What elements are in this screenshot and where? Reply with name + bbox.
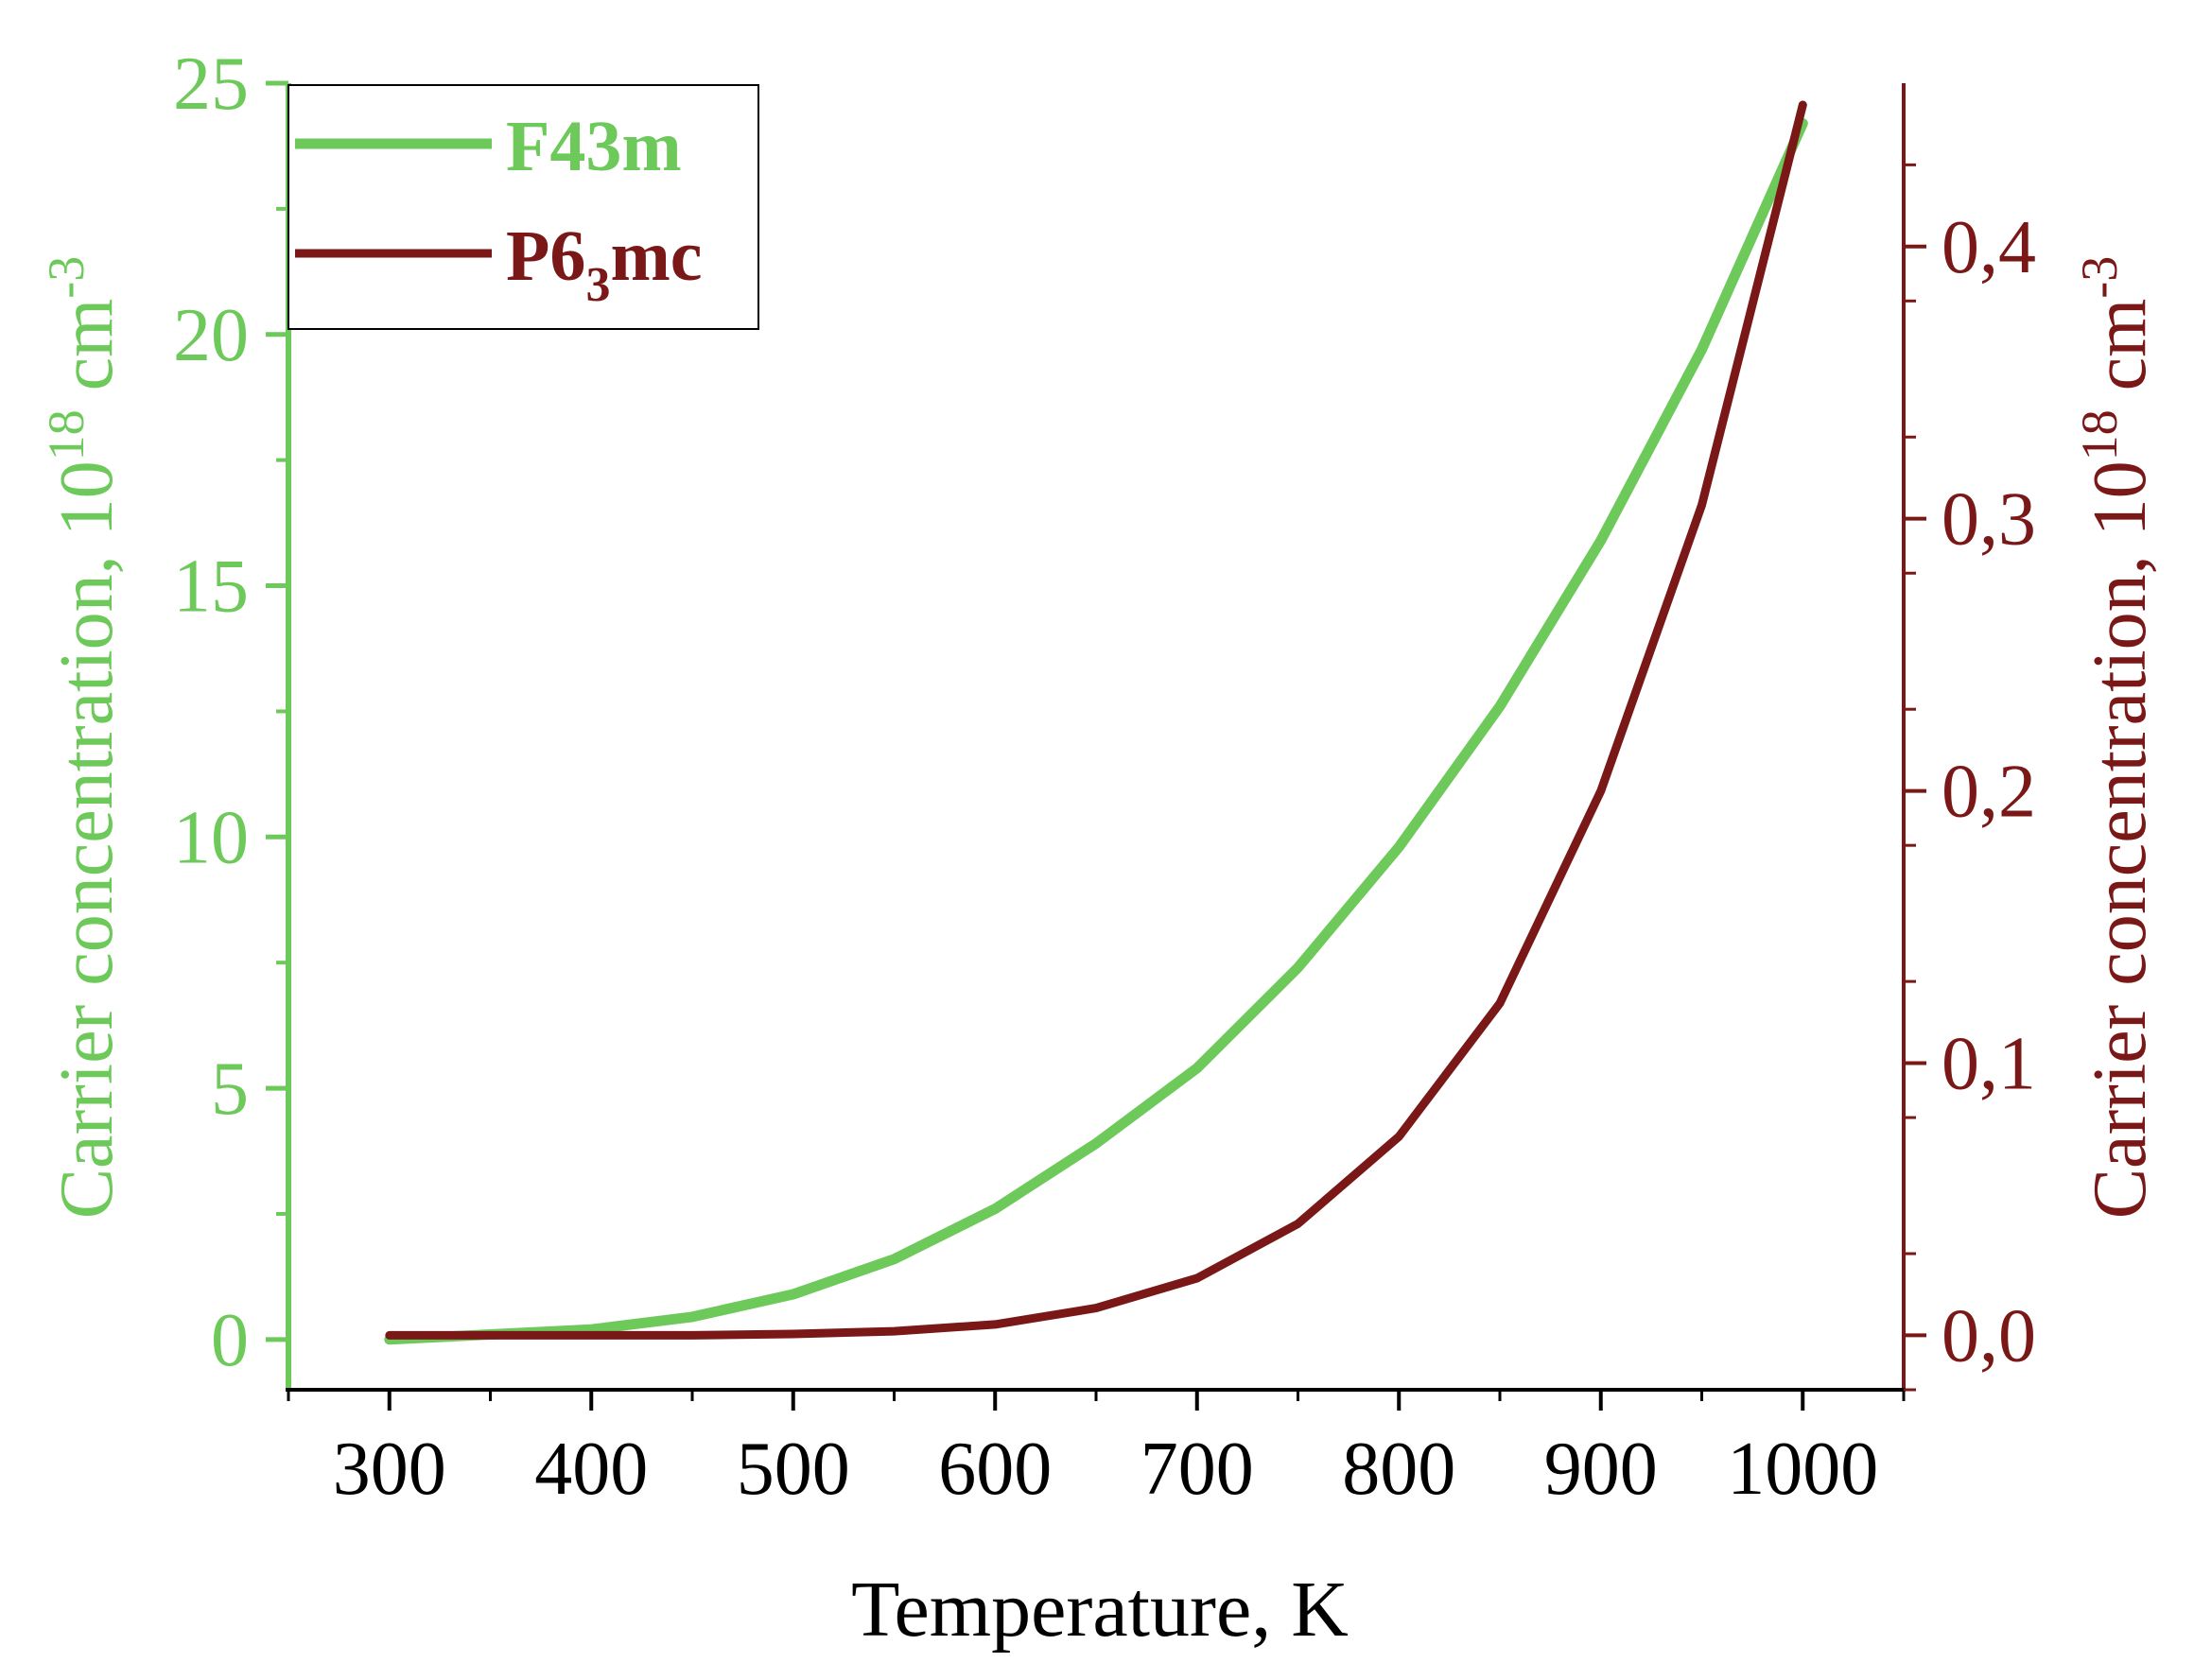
right-y-tick-label-3: 0,3 [1942,478,2036,562]
x-tick-label-400: 400 [534,1428,648,1511]
right-y-axis-ticks: 0,0 0,1 0,2 0,3 0,4 [1904,163,2036,1392]
x-tick-label-500: 500 [737,1428,850,1511]
x-tick-label-600: 600 [938,1428,1052,1511]
left-y-tick-label-25: 25 [173,43,249,126]
right-y-tick-label-4: 0,4 [1942,206,2036,289]
x-tick-label-800: 800 [1342,1428,1455,1511]
legend: F43m P63mc [287,84,759,330]
x-axis-title: Temperature, K [851,1566,1349,1654]
left-y-tick-label-5: 5 [211,1048,249,1131]
series-layer [384,100,1808,1345]
left-y-tick-label-15: 15 [173,546,249,629]
legend-box [287,84,759,330]
series-line-p63mc [385,100,1807,1340]
series-line-f43m [384,118,1808,1345]
left-y-tick-label-0: 0 [211,1299,249,1382]
left-y-tick-label-20: 20 [173,294,249,377]
left-y-axis-ticks: 0 5 10 15 20 25 [173,43,288,1382]
right-y-axis-title: Carrier concentration, 1018 cm-3 [2071,256,2162,1220]
x-tick-label-1000: 1000 [1727,1428,1878,1511]
legend-label-f43m: F43m [506,107,682,186]
left-y-axis-title: Carrier concentration, 1018 cm-3 [38,256,129,1220]
left-y-tick-label-10: 10 [173,796,249,879]
right-y-tick-label-0: 0,0 [1942,1294,2036,1377]
x-tick-label-700: 700 [1141,1428,1254,1511]
legend-label-p63mc: P63mc [506,216,702,312]
right-y-tick-label-1: 0,1 [1942,1023,2036,1106]
x-tick-label-300: 300 [333,1428,446,1511]
right-y-tick-label-2: 0,2 [1942,751,2036,834]
x-axis-ticks: 300 400 500 600 700 800 900 1000 [287,1390,1906,1511]
x-tick-label-900: 900 [1544,1428,1658,1511]
